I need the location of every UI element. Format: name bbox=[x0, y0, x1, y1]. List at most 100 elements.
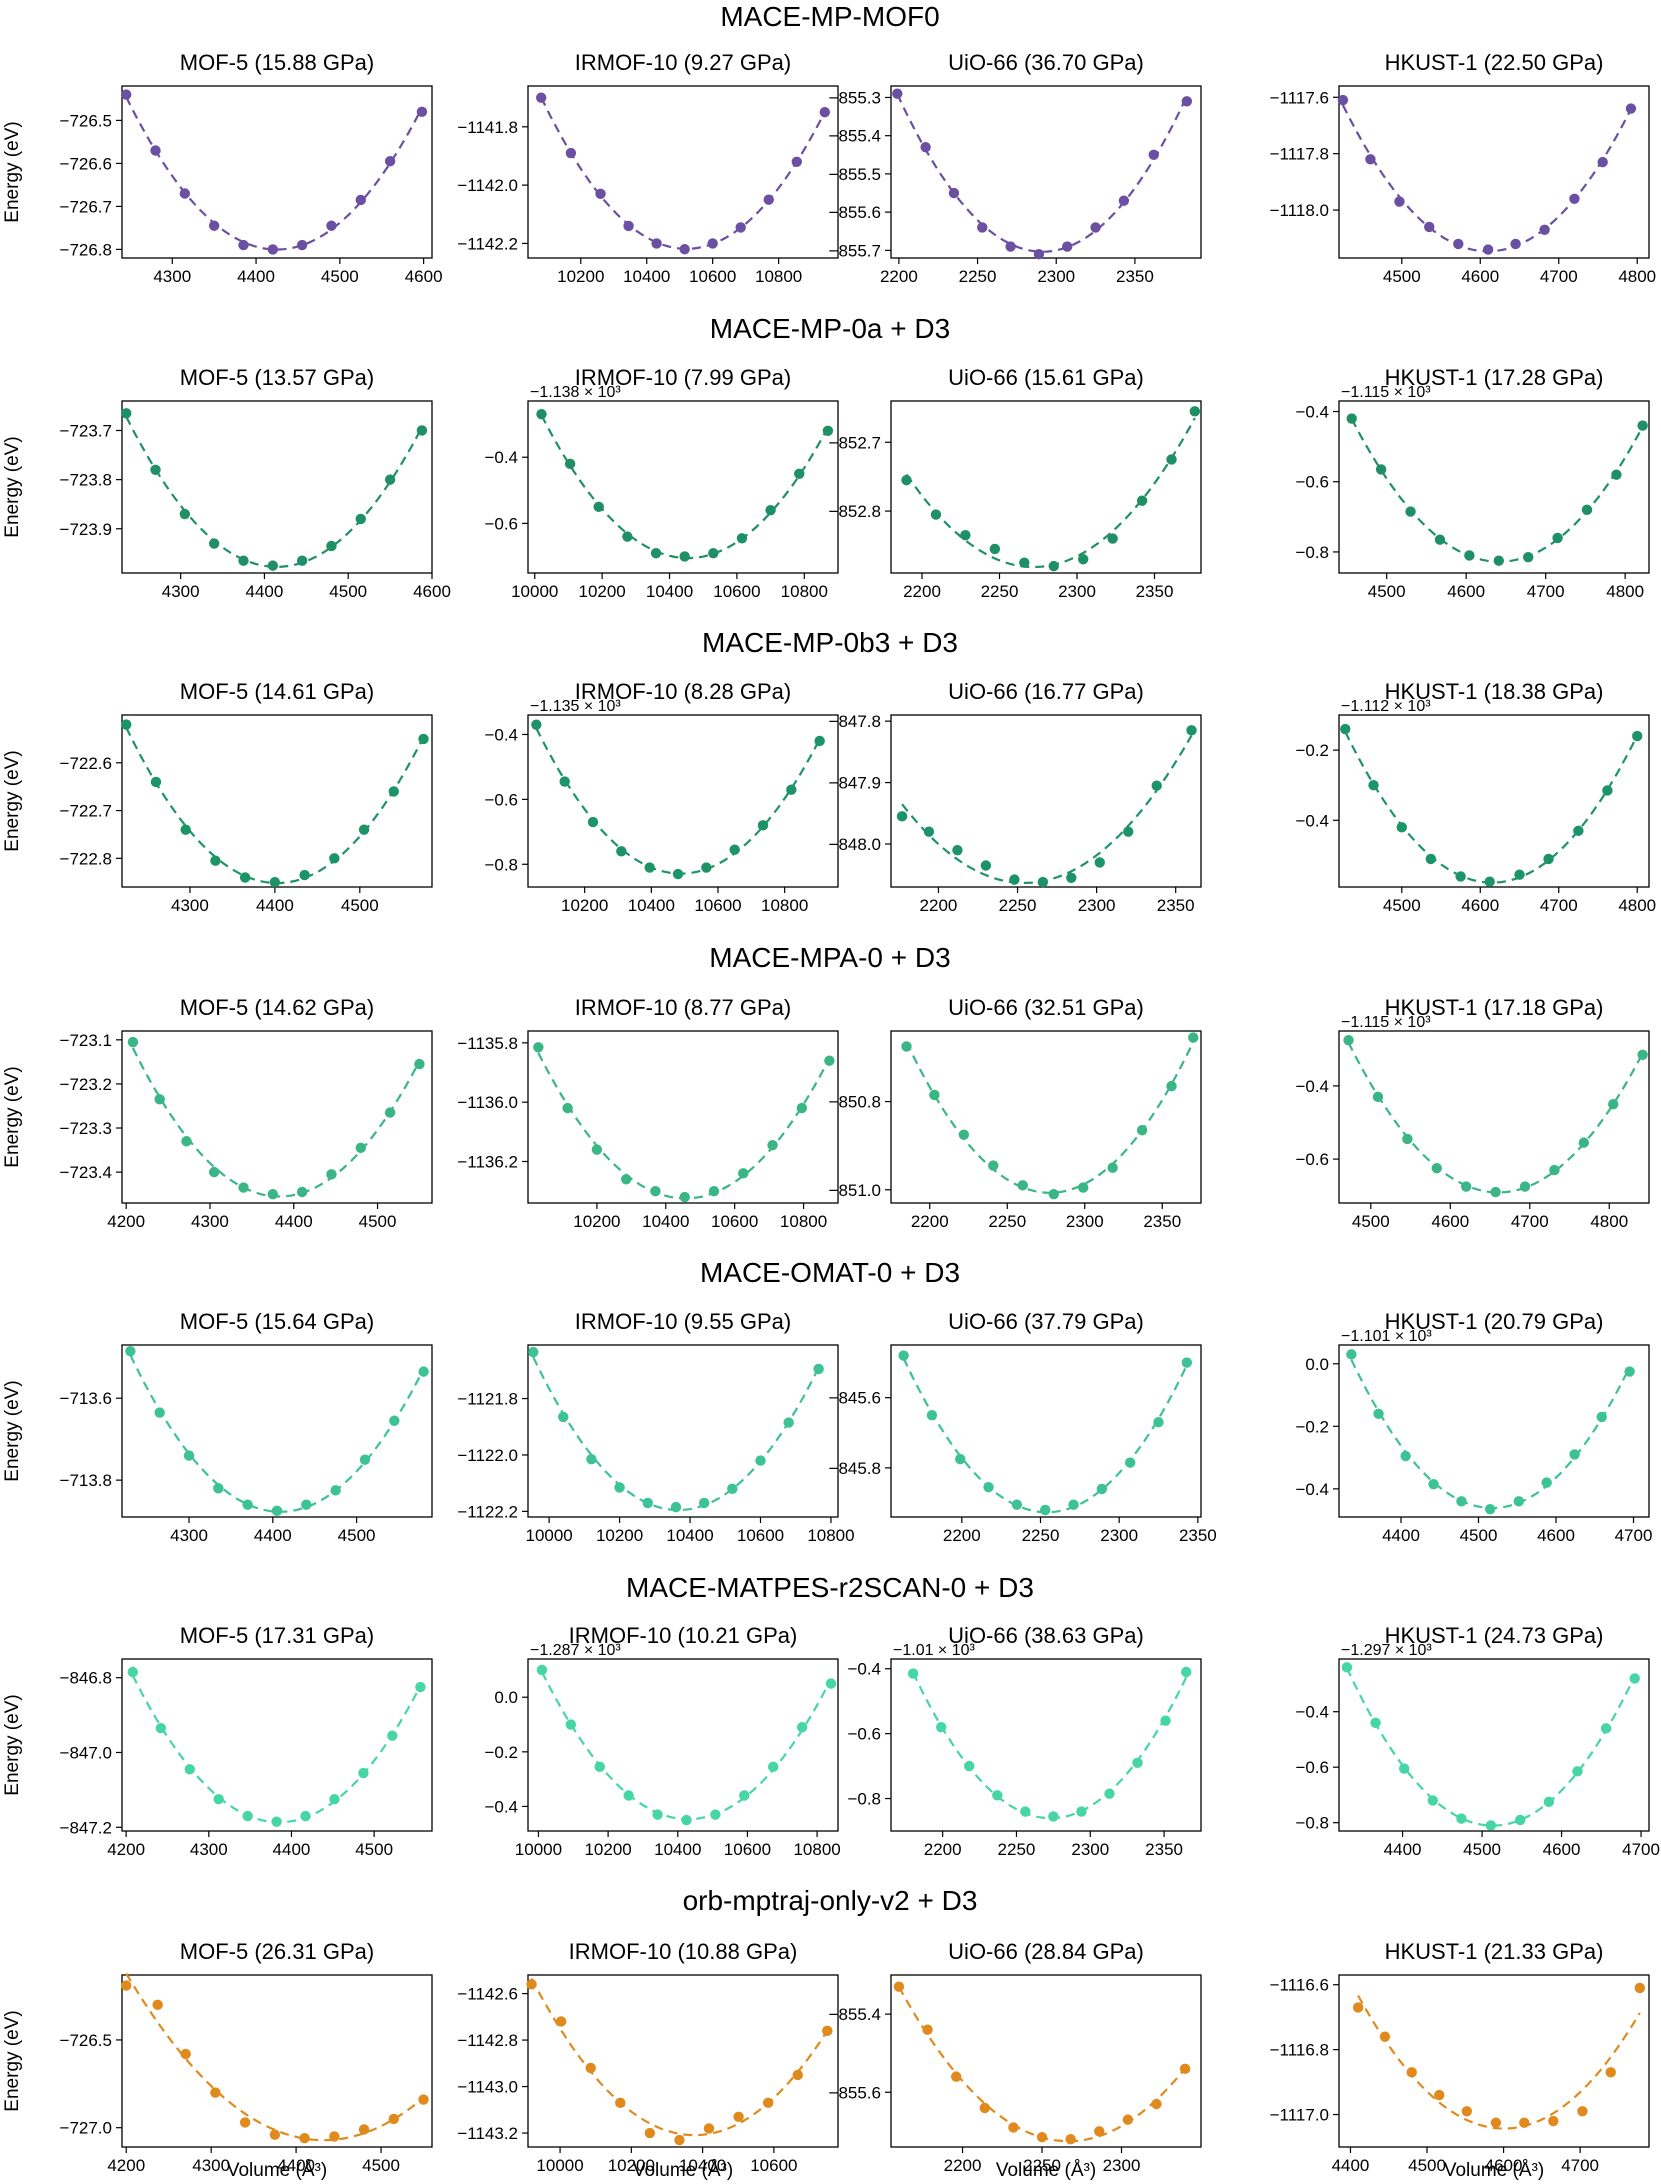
x-tick-label: 2300 bbox=[1100, 1526, 1138, 1545]
data-point bbox=[1569, 1449, 1580, 1460]
data-point bbox=[767, 1139, 778, 1151]
data-point bbox=[819, 107, 831, 118]
data-point bbox=[388, 786, 399, 797]
x-tick-label: 10400 bbox=[646, 582, 693, 601]
panel-title: UiO-66 (32.51 GPa) bbox=[948, 995, 1144, 1020]
y-tick-label: −1143.2 bbox=[457, 2124, 518, 2143]
data-point bbox=[1160, 1715, 1171, 1726]
data-point bbox=[650, 1185, 661, 1197]
row-2: MACE-MP-0b3 + D3 MOF-5 (14.61 GPa) 4300 440… bbox=[2, 627, 1656, 915]
plot-frame bbox=[1338, 85, 1650, 259]
data-point bbox=[729, 844, 740, 855]
x-tick-label: 10800 bbox=[781, 582, 828, 601]
x-tick-label: 4600 bbox=[405, 267, 443, 286]
x-tick-label: 10600 bbox=[724, 1840, 771, 1859]
data-point bbox=[238, 239, 249, 251]
y-tick-label: −0.6 bbox=[847, 1725, 881, 1744]
plot-frame bbox=[121, 1974, 433, 2148]
data-point bbox=[1076, 1806, 1087, 1817]
y-tick-label: −847.0 bbox=[60, 1743, 112, 1762]
data-point bbox=[179, 508, 191, 520]
x-axis-label: Volume (Å³) bbox=[1444, 2160, 1544, 2181]
data-point bbox=[526, 1979, 537, 1990]
data-point bbox=[736, 533, 748, 544]
x-tick-label: 2200 bbox=[924, 1840, 962, 1859]
x-tick-label: 4700 bbox=[1511, 1212, 1549, 1231]
data-point bbox=[1513, 1496, 1525, 1507]
panel: HKUST-1 (17.28 GPa)−1.115 × 10³ 4500 4600 4… bbox=[1295, 365, 1650, 601]
y-tick-label: −726.5 bbox=[60, 2031, 112, 2050]
data-point bbox=[1346, 413, 1357, 424]
y-tick-label: −855.4 bbox=[829, 2005, 881, 2024]
plot-frame bbox=[1338, 400, 1650, 574]
data-point bbox=[1153, 1417, 1164, 1428]
x-tick-label: 4600 bbox=[1447, 582, 1485, 601]
x-tick-label: 4300 bbox=[191, 1212, 229, 1231]
x-tick-label: 10800 bbox=[780, 1212, 827, 1231]
x-tick-label: 10000 bbox=[515, 1840, 562, 1859]
panel: MOF-5 (15.88 GPa) 4300 4400 4500 4600 −726.5 −… bbox=[60, 50, 443, 286]
x-tick-label: 4500 bbox=[321, 267, 359, 286]
data-point bbox=[1340, 723, 1351, 735]
data-point bbox=[1573, 825, 1584, 837]
x-tick-label: 2350 bbox=[1143, 1212, 1181, 1231]
plot-frame bbox=[890, 1658, 1202, 1832]
data-point bbox=[326, 540, 337, 552]
row-4: MACE-OMAT-0 + D3 MOF-5 (15.64 GPa) 4300 440… bbox=[2, 1257, 1652, 1545]
x-tick-label: 10800 bbox=[761, 896, 808, 915]
data-point bbox=[1543, 853, 1554, 865]
y-tick-label: −0.4 bbox=[847, 1660, 881, 1679]
y-tick-label: −0.4 bbox=[1295, 1480, 1329, 1499]
fit-curve bbox=[532, 1356, 820, 1512]
x-tick-label: 10400 bbox=[666, 1526, 713, 1545]
data-point bbox=[1624, 1366, 1635, 1377]
y-tick-label: −713.6 bbox=[60, 1389, 112, 1408]
y-axis-label: Energy (eV) bbox=[2, 121, 23, 222]
panel-title: IRMOF-10 (8.77 GPa) bbox=[575, 995, 791, 1020]
y-tick-label: −727.0 bbox=[60, 2119, 112, 2138]
data-point bbox=[418, 2094, 429, 2105]
x-tick-label: 2250 bbox=[981, 582, 1019, 601]
y-tick-label: −1116.8 bbox=[1270, 2041, 1329, 2060]
data-point bbox=[267, 244, 279, 255]
x-tick-label: 4600 bbox=[1543, 1840, 1581, 1859]
panel-title: UiO-66 (37.79 GPa) bbox=[948, 1309, 1144, 1334]
data-point bbox=[1033, 248, 1045, 260]
data-point bbox=[267, 560, 279, 571]
data-point bbox=[1352, 2002, 1364, 2013]
data-point bbox=[708, 1185, 720, 1197]
data-point bbox=[642, 1497, 653, 1509]
x-tick-label: 4500 bbox=[1383, 267, 1421, 286]
data-point bbox=[415, 1681, 426, 1693]
x-tick-label: 4600 bbox=[1485, 2156, 1523, 2175]
data-point bbox=[1484, 876, 1495, 887]
y-tick-label: −848.0 bbox=[829, 835, 881, 854]
data-point bbox=[1090, 222, 1101, 233]
data-point bbox=[644, 2127, 656, 2139]
y-axis-label: Energy (eV) bbox=[2, 750, 23, 851]
data-point bbox=[1181, 96, 1193, 107]
data-point bbox=[531, 719, 542, 730]
data-point bbox=[181, 1136, 192, 1147]
data-point bbox=[329, 1794, 340, 1805]
data-point bbox=[698, 1497, 710, 1509]
panel-title: UiO-66 (15.61 GPa) bbox=[948, 365, 1144, 390]
plot-frame bbox=[121, 1658, 433, 1832]
data-point bbox=[418, 733, 429, 745]
x-tick-label: 10000 bbox=[525, 1526, 572, 1545]
data-point bbox=[1578, 1137, 1590, 1148]
y-tick-label: −0.8 bbox=[847, 1790, 881, 1809]
data-point bbox=[213, 1483, 224, 1494]
data-point bbox=[824, 1055, 835, 1066]
data-point bbox=[125, 1345, 136, 1357]
data-point bbox=[701, 862, 712, 873]
data-point bbox=[1066, 872, 1077, 883]
data-point bbox=[988, 1160, 999, 1171]
data-point bbox=[1490, 2117, 1502, 2128]
axis-offset-label: −1.135 × 10³ bbox=[530, 698, 621, 715]
plot-frame bbox=[527, 1030, 839, 1204]
plot-frame bbox=[527, 1344, 839, 1518]
y-tick-label: −855.4 bbox=[829, 127, 881, 146]
data-point bbox=[1431, 1163, 1442, 1174]
y-tick-label: −845.6 bbox=[829, 1389, 881, 1408]
